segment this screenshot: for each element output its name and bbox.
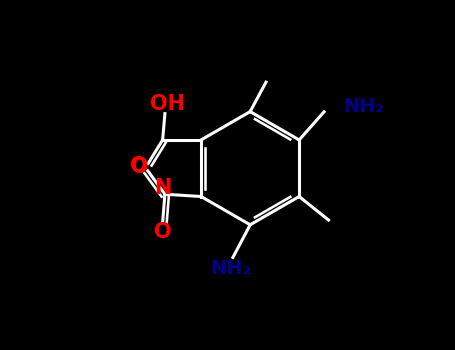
- Text: O: O: [130, 156, 147, 176]
- Text: N: N: [154, 178, 172, 198]
- Text: OH: OH: [150, 94, 185, 114]
- Text: O: O: [131, 157, 149, 177]
- Text: O: O: [154, 222, 172, 242]
- Text: NH₂: NH₂: [210, 259, 251, 278]
- Text: NH₂: NH₂: [343, 97, 384, 116]
